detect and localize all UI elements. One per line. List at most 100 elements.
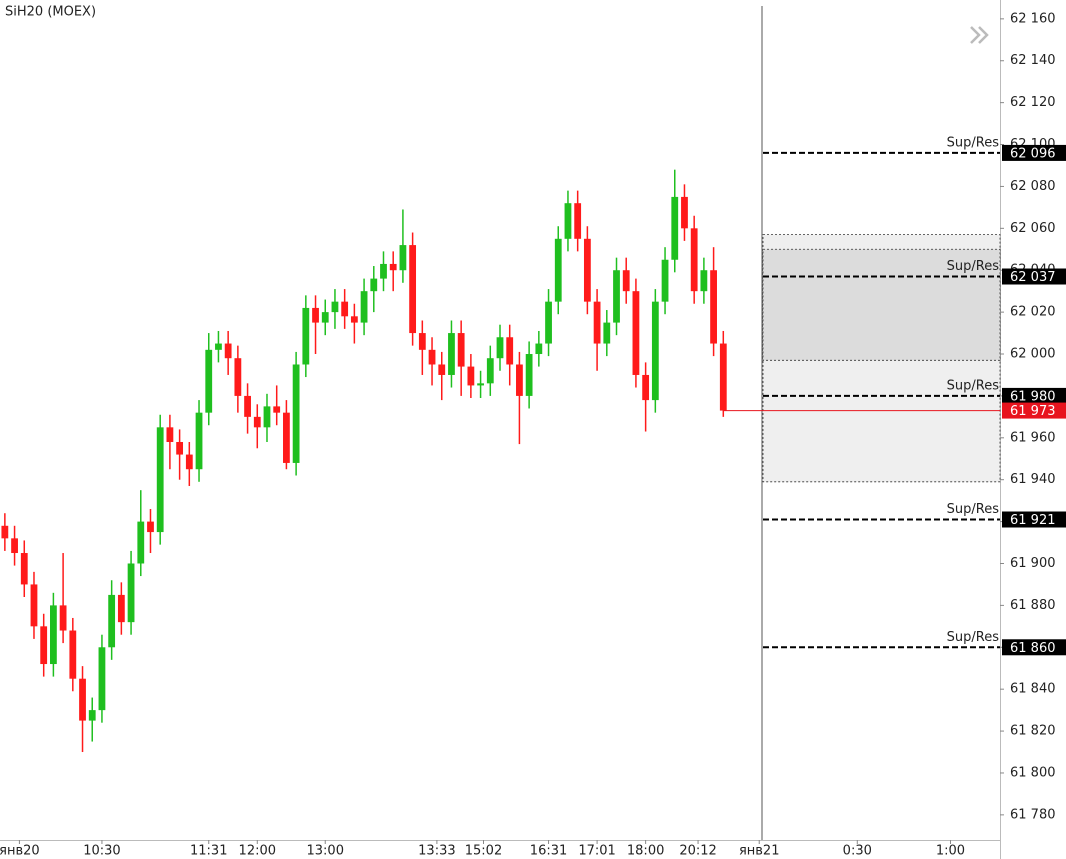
x-tick-label: 20:12 [679,844,716,859]
level-tag-label: 61 860 [1010,641,1056,656]
candle-body [147,521,154,533]
candle-body [516,364,523,396]
candle-body [1,525,9,539]
candle-body [117,594,125,623]
candle-body [156,427,164,533]
candle-body [448,333,455,375]
candle-body [331,301,339,313]
candle-body [719,343,727,411]
candle-body [496,337,504,359]
x-tick-label: янв20 [0,844,40,859]
y-tick-label: 62 080 [1010,179,1056,194]
candle-body [399,245,407,271]
x-tick-label: 10:30 [83,844,120,859]
candle-body [108,594,116,648]
candle-body [690,228,698,292]
level-tag-label: 61 921 [1010,513,1056,528]
y-tick-label: 61 960 [1010,430,1056,445]
candle-body [710,270,717,344]
last-price-tag [1002,402,1066,419]
candle-body [350,316,358,323]
level-tag [1002,268,1066,285]
y-tick-label: 62 000 [1010,347,1056,362]
level-name: Sup/Res [947,502,1000,517]
candle-body [428,349,436,365]
candle-body [506,337,514,365]
y-tick-label: 62 060 [1010,221,1056,236]
candle-body [11,538,18,554]
candle-body [389,263,397,271]
candle-body [642,374,650,401]
candle-body [88,710,96,721]
x-tick-label: 18:00 [627,844,664,859]
y-tick-label: 61 840 [1010,682,1056,697]
candle-body [50,605,57,665]
candle-body [137,521,145,564]
candle-body [79,678,86,721]
x-tick-label: 0:30 [843,844,872,859]
scroll-icon[interactable] [970,26,989,44]
candle-body [59,605,67,631]
candle-body [40,626,48,665]
y-tick-label: 62 020 [1010,305,1056,320]
candle-body [438,364,446,375]
candle-body [370,278,378,292]
candle-body [302,307,310,365]
candle-body [253,416,261,428]
level-tag-label: 62 096 [1010,146,1056,161]
candle-body [215,343,222,350]
candle-body [418,333,426,350]
candle-body [263,406,271,428]
candle-body [244,395,251,417]
y-tick-label: 61 880 [1010,598,1056,613]
x-tick-label: 16:31 [530,844,567,859]
x-tick-label: 17:01 [578,844,615,859]
y-tick-label: 62 120 [1010,95,1056,110]
candle-body [613,270,620,323]
candle-body [224,343,232,359]
candle-body [457,333,465,367]
candle-body [583,238,591,302]
candle-body [321,312,329,323]
candle-body [312,307,319,323]
x-tick-label: 12:00 [239,844,276,859]
candle-body [486,358,494,384]
x-tick-label: янв21 [739,844,780,859]
candle-body [671,196,679,260]
candle-body [127,563,135,623]
candle-body [593,301,601,344]
candle-body [283,412,290,463]
candle-body [700,270,708,292]
x-tick-label: 15:02 [465,844,502,859]
y-tick-label: 61 940 [1010,472,1056,487]
candle-body [681,196,688,229]
candle-body [409,245,417,334]
level-tag [1002,511,1066,528]
candle-body [661,259,669,302]
candle-body [176,441,184,455]
candle-body [234,358,242,396]
level-tag-label: 61 980 [1010,389,1056,404]
candle-body [20,553,28,585]
candle-body [30,584,38,627]
level-tag [1002,639,1066,656]
y-tick-label: 62 140 [1010,53,1056,68]
x-tick-label: 13:33 [418,844,455,859]
level-tag-label: 62 037 [1010,270,1056,285]
candle-body [273,406,281,413]
y-tick-label: 61 780 [1010,807,1056,822]
candle-body [69,630,77,679]
level-tag [1002,387,1066,404]
x-tick-label: 1:00 [936,844,965,859]
level-name: Sup/Res [947,378,1000,393]
level-name: Sup/Res [947,630,1000,645]
candle-body [477,383,484,386]
level-name: Sup/Res [947,135,1000,150]
candle-body [467,366,475,386]
candle-body [341,301,349,317]
level-tag [1002,144,1066,161]
x-tick-label: 13:00 [307,844,344,859]
candle-body [545,301,552,344]
